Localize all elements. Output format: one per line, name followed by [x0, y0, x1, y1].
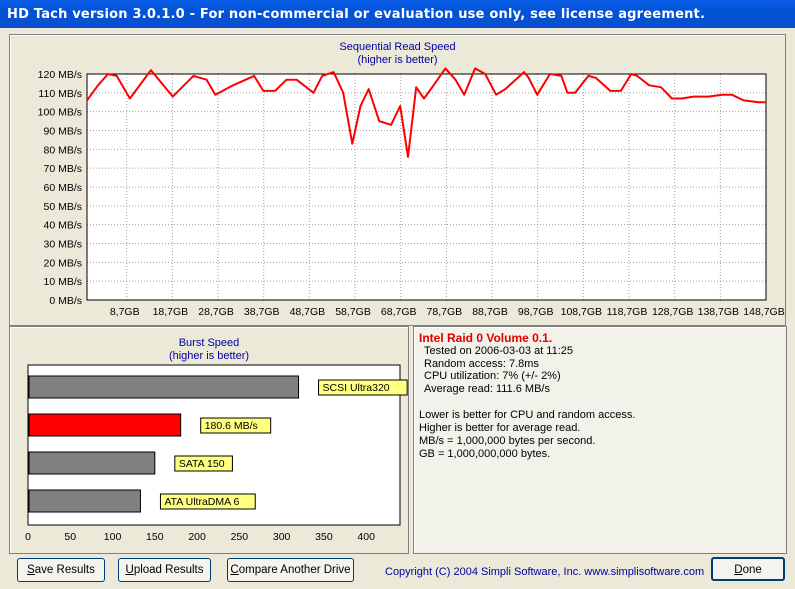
save-results-label: ave Results [34, 564, 95, 576]
burst-bar-label: SCSI Ultra320 [323, 382, 390, 394]
burst-bar [28, 489, 141, 513]
x-tick-label: 88,7GB [472, 306, 508, 318]
window-title-bar[interactable]: HD Tach version 3.0.1.0 - For non-commer… [0, 0, 795, 28]
burst-x-tick-label: 400 [357, 531, 375, 543]
burst-x-tick-label: 300 [273, 531, 291, 543]
x-tick-label: 8,7GB [110, 306, 140, 318]
x-tick-label: 108,7GB [561, 306, 602, 318]
sequential-chart-subtitle: (higher is better) [357, 54, 438, 66]
burst-x-tick-label: 50 [64, 531, 76, 543]
x-tick-label: 138,7GB [698, 306, 739, 318]
y-tick-label: 90 MB/s [43, 126, 82, 138]
burst-bar-label: 180.6 MB/s [205, 420, 258, 432]
sequential-chart-title: Sequential Read Speed [339, 41, 456, 53]
x-tick-label: 48,7GB [290, 306, 326, 318]
drive-title: Intel Raid 0 Volume 0.1. [419, 331, 553, 345]
burst-bar [28, 413, 182, 437]
done-button[interactable]: Done [711, 557, 785, 581]
burst-chart-subtitle: (higher is better) [168, 350, 250, 362]
y-tick-label: 70 MB/s [43, 163, 82, 175]
y-tick-label: 10 MB/s [43, 276, 82, 288]
burst-bar [28, 451, 156, 475]
save-results-button[interactable]: Save Results [17, 558, 105, 582]
compare-drive-hotkey: C [230, 564, 239, 576]
note-mbs-definition: MB/s = 1,000,000 bytes per second. [419, 435, 596, 447]
burst-bar-label: ATA UltraDMA 6 [164, 496, 239, 508]
y-tick-label: 100 MB/s [38, 107, 82, 119]
y-tick-label: 120 MB/s [38, 69, 82, 81]
compare-drive-label: ompare Another Drive [238, 564, 351, 576]
y-tick-label: 110 MB/s [38, 88, 82, 100]
drive-info-panel: Intel Raid 0 Volume 0.1. Tested on 2006-… [413, 326, 787, 554]
burst-x-tick-label: 200 [188, 531, 206, 543]
cpu-utilization-text: CPU utilization: 7% (+/- 2%) [424, 370, 561, 382]
burst-x-tick-label: 150 [146, 531, 164, 543]
compare-another-drive-button[interactable]: Compare Another Drive [227, 558, 354, 582]
burst-label-box [200, 417, 272, 434]
sequential-read-panel: Sequential Read Speed (higher is better)… [9, 34, 786, 326]
burst-label-box [318, 379, 408, 396]
x-tick-label: 38,7GB [244, 306, 280, 318]
burst-x-tick-label: 0 [25, 531, 31, 543]
burst-bar-label: SATA 150 [179, 458, 225, 470]
x-tick-label: 18,7GB [153, 306, 189, 318]
window-body: Sequential Read Speed (higher is better)… [0, 28, 795, 589]
x-tick-label: 118,7GB [607, 306, 648, 318]
random-access-text: Random access: 7.8ms [424, 358, 539, 370]
read-speed-line [86, 67, 766, 158]
window-title: HD Tach version 3.0.1.0 - For non-commer… [7, 7, 706, 22]
y-tick-label: 30 MB/s [43, 239, 82, 251]
burst-speed-panel: Burst Speed (higher is better) SCSI Ultr… [9, 326, 409, 554]
x-tick-label: 128,7GB [652, 306, 693, 318]
copyright-text: Copyright (C) 2004 Simpli Software, Inc.… [385, 566, 705, 578]
burst-x-tick-label: 100 [104, 531, 122, 543]
upload-results-hotkey: U [125, 564, 134, 576]
y-tick-label: 80 MB/s [43, 144, 82, 156]
note-higher-better: Higher is better for average read. [419, 422, 581, 434]
x-tick-label: 98,7GB [518, 306, 554, 318]
done-hotkey: D [734, 564, 743, 576]
burst-chart-title: Burst Speed [178, 337, 240, 349]
average-read-text: Average read: 111.6 MB/s [424, 383, 550, 395]
burst-bar [28, 375, 300, 399]
y-tick-label: 50 MB/s [43, 201, 82, 213]
sequential-read-chart: 0 MB/s 10 MB/s 20 MB/s 30 MB/s 40 MB/s 50 MB/… [38, 67, 785, 318]
burst-x-tick-label: 350 [315, 531, 333, 543]
note-lower-better: Lower is better for CPU and random acces… [419, 409, 636, 421]
y-tick-label: 0 MB/s [49, 295, 82, 307]
burst-label-box [174, 455, 233, 472]
x-tick-label: 148,7GB [743, 306, 784, 318]
x-tick-label: 68,7GB [381, 306, 417, 318]
y-tick-label: 40 MB/s [43, 220, 82, 232]
y-tick-label: 60 MB/s [43, 182, 82, 194]
tested-on-text: Tested on 2006-03-03 at 11:25 [424, 345, 574, 357]
upload-results-label: pload Results [133, 564, 204, 576]
done-label: one [742, 564, 762, 576]
y-tick-label: 20 MB/s [43, 257, 82, 269]
sequential-plot-border [86, 73, 767, 301]
note-gb-definition: GB = 1,000,000,000 bytes. [419, 448, 551, 460]
burst-x-tick-label: 250 [231, 531, 249, 543]
burst-speed-chart: SCSI Ultra320 180.6 MB/s SATA 150 ATA Ultra… [25, 364, 408, 543]
burst-label-box [159, 493, 256, 510]
x-tick-label: 78,7GB [427, 306, 463, 318]
x-tick-label: 28,7GB [198, 306, 234, 318]
x-tick-label: 58,7GB [335, 306, 371, 318]
upload-results-button[interactable]: Upload Results [118, 558, 211, 582]
save-results-hotkey: S [27, 564, 35, 576]
